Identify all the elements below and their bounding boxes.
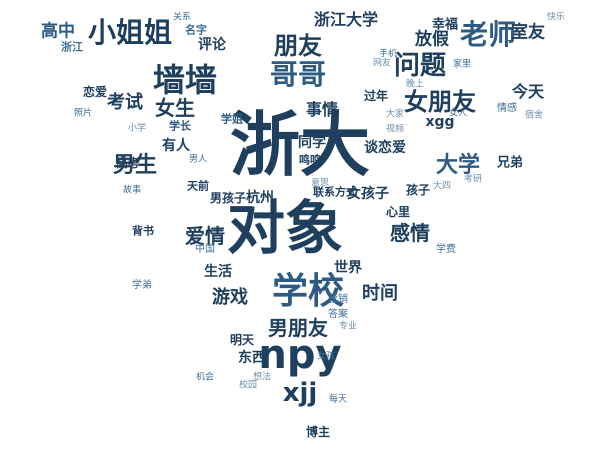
cloud-word: 男朋友 <box>268 316 328 340</box>
cloud-word: 时间 <box>362 283 398 304</box>
cloud-word: 学校 <box>271 271 345 312</box>
cloud-word: 放假 <box>415 29 449 50</box>
cloud-word: 朋友 <box>274 32 322 60</box>
cloud-word: 过年 <box>363 89 389 103</box>
cloud-word: 男人 <box>188 154 208 165</box>
cloud-word: 女生 <box>155 96 195 120</box>
cloud-word: 大学 <box>435 153 481 178</box>
cloud-word: 快乐 <box>546 12 566 23</box>
cloud-word: 晚上 <box>405 79 425 90</box>
cloud-word: 考试 <box>107 92 143 113</box>
cloud-word: 每天 <box>328 394 348 405</box>
cloud-word: 鸣鸣 <box>299 153 321 167</box>
cloud-word: 哥哥 <box>269 58 327 91</box>
cloud-word: 女朋友 <box>404 88 476 116</box>
cloud-word: 同学 <box>298 135 326 151</box>
cloud-word: 女人 <box>448 108 468 119</box>
cloud-word: 家里 <box>452 59 472 70</box>
cloud-word: 明天 <box>229 333 255 347</box>
cloud-word: 对象 <box>226 194 344 262</box>
cloud-word: 室友 <box>511 22 545 43</box>
cloud-word: 学姐 <box>221 112 243 126</box>
cloud-word: 高中 <box>41 21 75 42</box>
cloud-word: 有人 <box>162 138 190 154</box>
cloud-word: 天前 <box>187 179 209 193</box>
cloud-word: 浙江 <box>61 40 83 54</box>
cloud-word: 想法 <box>252 372 272 383</box>
cloud-word: 恋爱 <box>82 85 108 99</box>
cloud-word: 关系 <box>172 12 192 23</box>
cloud-word: 高考 <box>115 156 141 170</box>
cloud-word: 意思 <box>310 178 330 189</box>
cloud-word: 照片 <box>73 108 93 119</box>
cloud-word: 幸福 <box>431 17 459 33</box>
cloud-word: 浙江大学 <box>313 10 379 29</box>
cloud-word: 小学 <box>127 123 147 134</box>
cloud-word: 视频 <box>385 124 405 135</box>
cloud-word: 女孩 <box>316 351 336 362</box>
cloud-word: 故事 <box>122 185 142 196</box>
cloud-word: 手机 <box>378 49 398 60</box>
cloud-word: 学弟 <box>132 280 152 291</box>
cloud-word: 兄弟 <box>496 155 524 171</box>
cloud-word: 世界 <box>334 260 362 276</box>
cloud-word: 爱情 <box>185 224 225 248</box>
cloud-word: xgg <box>425 114 455 130</box>
cloud-word: 男生 <box>112 153 158 178</box>
cloud-word: 墙墙 <box>152 61 218 99</box>
cloud-word: 感情 <box>390 221 430 245</box>
cloud-word: 情感 <box>497 103 517 114</box>
cloud-word: 心里 <box>385 205 411 219</box>
cloud-word: 机会 <box>195 372 215 383</box>
cloud-word: 小姐姐 <box>87 16 173 49</box>
cloud-word: 学长 <box>169 119 191 133</box>
cloud-word: 问题 <box>393 51 447 81</box>
cloud-word: 男孩子 <box>209 191 247 205</box>
cloud-word: 东西 <box>238 350 266 366</box>
cloud-word: 中国 <box>195 244 215 255</box>
cloud-word: 博主 <box>305 425 331 439</box>
cloud-word: 营销 <box>328 294 348 305</box>
cloud-word: npy <box>258 332 342 378</box>
cloud-word: 校园 <box>238 380 258 391</box>
cloud-word: 女孩子 <box>347 186 389 202</box>
cloud-word: 答案 <box>328 309 348 320</box>
cloud-word: 游戏 <box>212 287 248 308</box>
cloud-word: 联系方式 <box>313 185 357 199</box>
cloud-word: 考研 <box>463 174 483 185</box>
cloud-word: 今天 <box>511 82 545 101</box>
cloud-word: 名字 <box>185 23 207 37</box>
cloud-word: 背书 <box>132 224 154 238</box>
cloud-word: 老师 <box>459 18 517 51</box>
cloud-word: 学费 <box>436 244 456 255</box>
cloud-word: 评论 <box>198 37 226 53</box>
cloud-word: 专业 <box>338 321 358 332</box>
cloud-word: 大四 <box>432 181 452 192</box>
cloud-word: 事情 <box>305 100 339 119</box>
cloud-word: 浙大 <box>230 104 370 186</box>
cloud-word: 孩子 <box>405 183 431 197</box>
cloud-word: 谈恋爱 <box>364 140 406 156</box>
cloud-word: 生活 <box>204 264 232 280</box>
cloud-word: 杭州 <box>246 190 274 206</box>
cloud-word: 大家 <box>385 109 405 120</box>
cloud-word: 网友 <box>372 58 392 69</box>
cloud-word: 宿舍 <box>524 110 544 121</box>
cloud-word: xjj <box>282 378 318 408</box>
